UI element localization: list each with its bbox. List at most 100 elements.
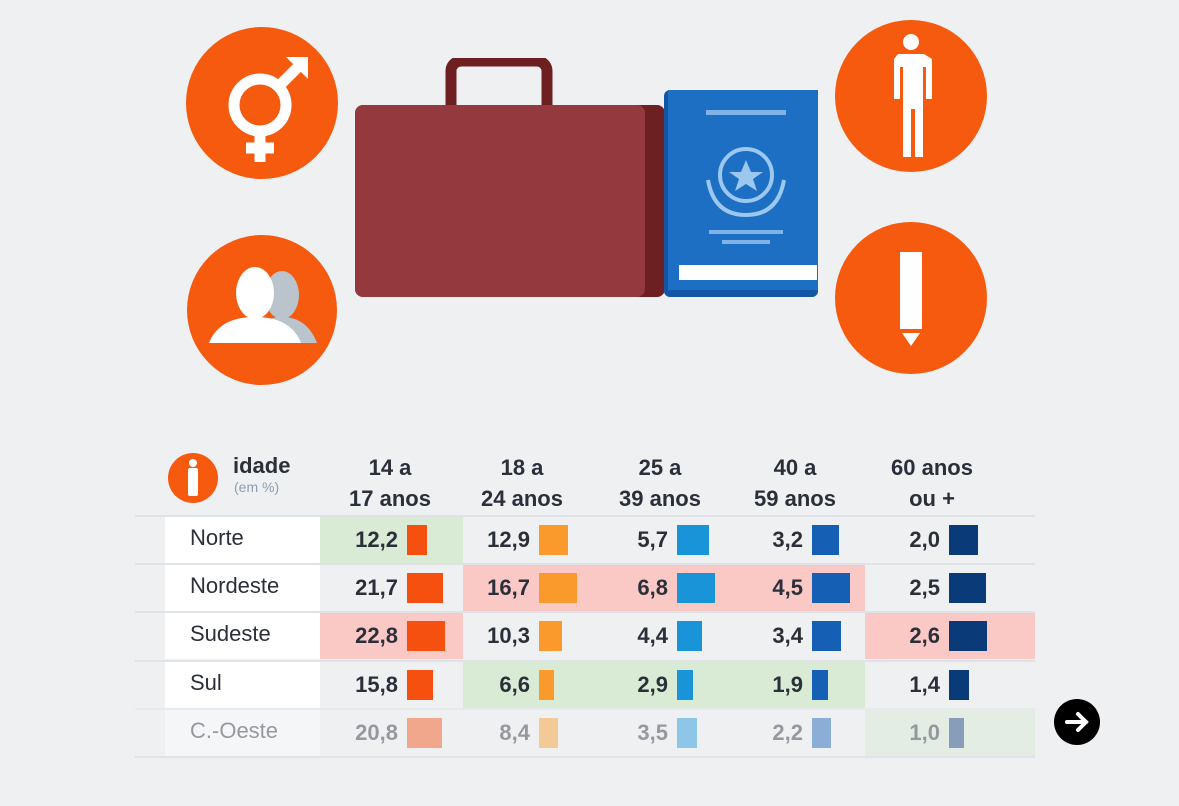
value-bar [812, 621, 841, 651]
region-label: Nordeste [165, 565, 320, 611]
cell-value: 6,6 [499, 672, 530, 697]
cell-value: 8,4 [499, 720, 530, 745]
value-bar [539, 621, 563, 651]
gender-icon [186, 27, 338, 179]
column-header-line: 40 a [773, 455, 817, 480]
cell-value: 2,9 [637, 672, 668, 697]
cell-value: 4,4 [637, 623, 668, 648]
cell-value: 16,7 [487, 575, 530, 600]
table-cell: 3,5 [600, 710, 733, 756]
cell-value: 21,7 [355, 575, 398, 600]
cell-value: 15,8 [355, 672, 398, 697]
value-bar [949, 573, 986, 603]
value-bar [677, 621, 702, 651]
column-header-line: 14 a [368, 455, 412, 480]
value-bar [407, 718, 442, 748]
value-bar [949, 525, 979, 555]
cell-value: 1,0 [909, 720, 940, 745]
cell-value: 6,8 [637, 575, 668, 600]
table-cell: 4,4 [600, 613, 733, 659]
value-bar [812, 718, 831, 748]
value-bar [539, 718, 559, 748]
cell-value: 20,8 [355, 720, 398, 745]
cell-value: 3,5 [637, 720, 668, 745]
value-bar [812, 573, 850, 603]
next-button[interactable] [1054, 699, 1100, 745]
cell-value: 12,9 [487, 527, 530, 552]
column-header-line: 25 a [638, 455, 682, 480]
cell-value: 4,5 [772, 575, 803, 600]
cell-value: 2,6 [909, 623, 940, 648]
region-label: C.-Oeste [165, 710, 320, 756]
column-header-line: 60 anos [891, 455, 973, 480]
value-bar [677, 718, 697, 748]
table-divider [135, 756, 1035, 758]
column-header: 25 a 39 anos [590, 452, 730, 514]
value-bar [407, 670, 434, 700]
table-cell: 21,7 [320, 565, 463, 611]
passport-icon [664, 90, 820, 303]
table-row: Norte 12,2 12,9 5,7 3,2 2,0 [135, 515, 1035, 563]
value-bar [677, 670, 694, 700]
table-cell: 6,8 [600, 565, 733, 611]
table-row: C.-Oeste 20,8 8,4 3,5 2,2 1,0 [135, 708, 1035, 756]
users-icon [187, 235, 337, 385]
cell-value: 2,5 [909, 575, 940, 600]
value-bar [677, 573, 715, 603]
table-cell: 3,2 [733, 517, 865, 563]
region-label: Sul [165, 662, 320, 708]
table-cell: 2,6 [865, 613, 1035, 659]
cell-value: 5,7 [637, 527, 668, 552]
cell-value: 12,2 [355, 527, 398, 552]
cell-value: 1,4 [909, 672, 940, 697]
region-label: Norte [165, 517, 320, 563]
value-bar [539, 525, 569, 555]
table-cell: 1,9 [733, 662, 865, 708]
cell-value: 22,8 [355, 623, 398, 648]
value-bar [949, 621, 987, 651]
next-arrow-icon [1065, 712, 1089, 732]
table-cell: 2,0 [865, 517, 1035, 563]
value-bar [539, 573, 577, 603]
cell-value: 3,4 [772, 623, 803, 648]
table-row: Sul 15,8 6,6 2,9 1,9 1,4 [135, 660, 1035, 708]
value-bar [407, 573, 444, 603]
person-icon [835, 20, 987, 172]
table-cell: 16,7 [463, 565, 600, 611]
value-bar [677, 525, 709, 555]
value-bar [949, 670, 970, 700]
table-cell: 5,7 [600, 517, 733, 563]
table-cell: 6,6 [463, 662, 600, 708]
age-person-icon [168, 453, 218, 503]
column-header: 60 anos ou + [862, 452, 1002, 514]
value-bar [407, 621, 445, 651]
table-cell: 12,9 [463, 517, 600, 563]
table-cell: 15,8 [320, 662, 463, 708]
value-bar [812, 670, 829, 700]
table-cell: 3,4 [733, 613, 865, 659]
column-header-line: 59 anos [754, 486, 836, 511]
cell-value: 1,9 [772, 672, 803, 697]
table-cell: 10,3 [463, 613, 600, 659]
table-cell: 8,4 [463, 710, 600, 756]
table-cell: 4,5 [733, 565, 865, 611]
value-bar [407, 525, 428, 555]
value-bar [539, 670, 555, 700]
table-row: Nordeste 21,7 16,7 6,8 4,5 2,5 [135, 563, 1035, 611]
column-header-line: 17 anos [349, 486, 431, 511]
exclamation-icon [835, 222, 987, 374]
cell-value: 2,0 [909, 527, 940, 552]
cell-value: 3,2 [772, 527, 803, 552]
cell-value: 10,3 [487, 623, 530, 648]
table-cell: 2,9 [600, 662, 733, 708]
column-header: 14 a 17 anos [320, 452, 460, 514]
value-bar [949, 718, 964, 748]
column-header-line: 39 anos [619, 486, 701, 511]
cell-value: 2,2 [772, 720, 803, 745]
column-header-line: 24 anos [481, 486, 563, 511]
region-label: Sudeste [165, 613, 320, 659]
column-header-line: ou + [909, 486, 955, 511]
table-cell: 1,4 [865, 662, 1035, 708]
briefcase-icon [355, 55, 667, 303]
table-row: Sudeste 22,8 10,3 4,4 3,4 2,6 [135, 611, 1035, 659]
